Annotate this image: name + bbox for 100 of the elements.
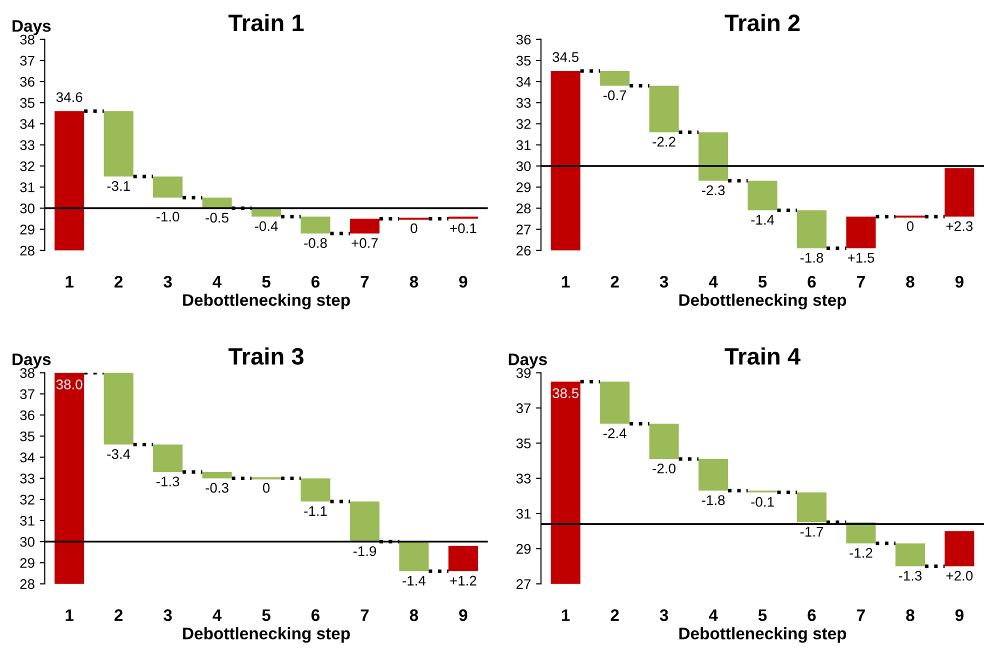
x-tick-label: 4	[708, 276, 718, 288]
data-label: -0.1	[751, 496, 774, 507]
y-tick-label: 33	[516, 474, 531, 484]
bar	[600, 71, 630, 86]
x-tick-label: 3	[660, 276, 668, 288]
data-label: 0	[906, 221, 914, 232]
x-tick-label: 3	[164, 609, 172, 622]
x-axis-title: Debottlenecking step	[183, 294, 350, 310]
x-tick-label: 7	[360, 609, 369, 621]
y-tick-label: 27	[516, 224, 531, 234]
data-label: -3.1	[107, 181, 130, 191]
y-tick-label: 27	[516, 579, 531, 589]
x-tick-label: 4	[212, 276, 222, 288]
y-tick-label: 36	[516, 34, 531, 45]
data-label: -1.8	[702, 495, 725, 506]
x-tick-label: 8	[410, 609, 418, 622]
data-label: -1.4	[402, 576, 426, 586]
y-tick-label: 34	[516, 76, 531, 87]
x-tick-label: 5	[262, 609, 270, 622]
bar	[796, 492, 827, 522]
x-tick-label: 6	[311, 276, 320, 288]
x-tick-label: 1	[562, 276, 570, 288]
y-tick-label: 34	[20, 452, 35, 462]
y-axis-title: Days	[508, 354, 547, 369]
x-tick-label: 1	[66, 609, 74, 621]
y-tick-label: 31	[516, 508, 531, 519]
y-tick-label: 33	[20, 474, 34, 484]
data-label: 0	[262, 482, 270, 493]
data-label: -2.4	[603, 428, 626, 438]
y-tick-label: 37	[516, 403, 531, 414]
x-tick-label: 6	[808, 276, 816, 288]
bar	[895, 543, 925, 566]
y-tick-label: 29	[516, 182, 531, 192]
data-label: -1.3	[156, 476, 180, 486]
y-tick-label: 39	[516, 368, 531, 378]
y-tick-label: 38	[20, 34, 34, 45]
x-tick-label: 7	[857, 609, 865, 621]
bar	[698, 132, 728, 181]
bar	[698, 458, 728, 491]
y-tick-label: 28	[20, 246, 34, 256]
y-tick-label: 29	[20, 558, 34, 568]
x-tick-label: 7	[857, 276, 865, 288]
y-tick-label: 37	[20, 56, 34, 66]
data-label: 34.5	[552, 52, 579, 62]
data-label: -1.0	[156, 212, 180, 222]
data-label: -3.4	[107, 449, 130, 459]
x-tick-label: 1	[562, 609, 570, 621]
bar	[944, 531, 974, 566]
y-axis-title: Days	[12, 20, 51, 36]
bar	[748, 180, 778, 210]
y-tick-label: 29	[516, 544, 531, 554]
data-label: +2.3	[946, 221, 973, 232]
y-tick-label: 28	[20, 579, 34, 590]
bar	[944, 168, 974, 217]
y-tick-label: 30	[516, 161, 531, 172]
x-tick-label: 6	[808, 609, 816, 622]
y-tick-label: 32	[20, 161, 34, 172]
data-label: -1.8	[800, 252, 824, 263]
y-tick-label: 36	[20, 76, 34, 87]
y-tick-label: 35	[20, 98, 34, 108]
data-label: 0	[410, 223, 418, 234]
x-tick-label: 4	[708, 609, 718, 621]
y-tick-label: 35	[516, 56, 531, 66]
bar	[846, 216, 876, 248]
y-tick-label: 31	[20, 516, 34, 526]
x-tick-label: 9	[955, 276, 964, 288]
x-tick-label: 7	[360, 276, 369, 288]
x-tick-label: 4	[212, 609, 222, 621]
chart-title: Train 1	[228, 14, 304, 32]
data-label: -1.7	[800, 527, 824, 537]
bar	[649, 86, 679, 132]
x-tick-label: 5	[758, 276, 767, 288]
y-axis-title: Days	[12, 354, 51, 369]
data-label: +0.1	[450, 223, 476, 234]
data-label: -1.9	[353, 546, 376, 556]
data-label: -0.3	[206, 482, 228, 493]
y-tick-label: 32	[516, 119, 531, 129]
x-tick-label: 2	[114, 276, 123, 288]
data-label: -2.0	[652, 464, 676, 474]
y-tick-label: 29	[20, 224, 34, 234]
data-label: +1.5	[848, 253, 874, 263]
chart-title: Train 4	[724, 347, 800, 365]
y-tick-label: 38	[20, 368, 34, 378]
x-tick-label: 9	[459, 276, 468, 288]
y-tick-label: 37	[20, 389, 34, 400]
chart-title: Train 2	[724, 14, 800, 32]
x-tick-label: 8	[906, 609, 914, 622]
y-tick-label: 31	[20, 182, 34, 192]
y-tick-label: 30	[20, 204, 34, 214]
data-label: -0.8	[304, 238, 327, 248]
data-label: -1.2	[850, 548, 872, 558]
chart-title: Train 3	[228, 347, 304, 365]
x-axis-title: Debottlenecking step	[679, 627, 846, 643]
x-tick-label: 6	[311, 609, 320, 622]
data-label: -0.5	[206, 212, 228, 223]
y-tick-label: 34	[20, 119, 35, 129]
y-tick-label: 32	[20, 494, 34, 505]
x-tick-label: 9	[459, 609, 468, 622]
data-label: -2.2	[652, 136, 676, 147]
y-tick-label: 33	[20, 140, 34, 150]
